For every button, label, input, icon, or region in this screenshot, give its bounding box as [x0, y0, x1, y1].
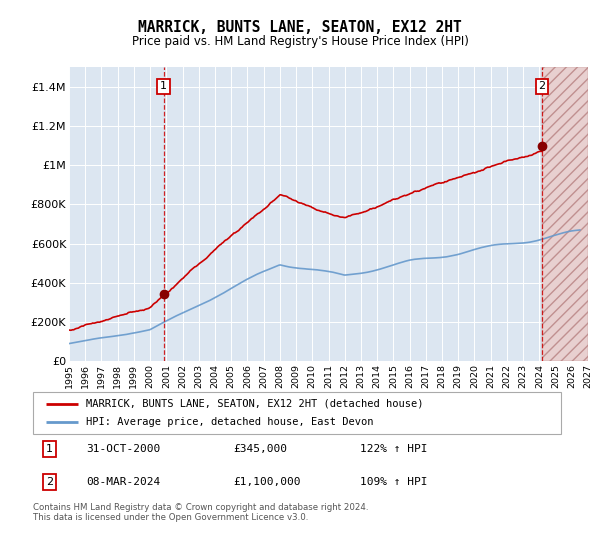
Text: 109% ↑ HPI: 109% ↑ HPI [361, 477, 428, 487]
Bar [542, 67, 588, 361]
Text: £345,000: £345,000 [233, 444, 287, 454]
Text: 31-OCT-2000: 31-OCT-2000 [86, 444, 160, 454]
Text: 1: 1 [160, 81, 167, 91]
Text: 08-MAR-2024: 08-MAR-2024 [86, 477, 160, 487]
Text: 2: 2 [539, 81, 545, 91]
Text: 2: 2 [46, 477, 53, 487]
Text: MARRICK, BUNTS LANE, SEATON, EX12 2HT: MARRICK, BUNTS LANE, SEATON, EX12 2HT [138, 20, 462, 35]
FancyBboxPatch shape [33, 392, 561, 434]
Text: Contains HM Land Registry data © Crown copyright and database right 2024.
This d: Contains HM Land Registry data © Crown c… [33, 503, 368, 522]
Text: 122% ↑ HPI: 122% ↑ HPI [361, 444, 428, 454]
Text: Price paid vs. HM Land Registry's House Price Index (HPI): Price paid vs. HM Land Registry's House … [131, 35, 469, 48]
Text: 1: 1 [46, 444, 53, 454]
Text: HPI: Average price, detached house, East Devon: HPI: Average price, detached house, East… [86, 417, 373, 427]
Text: MARRICK, BUNTS LANE, SEATON, EX12 2HT (detached house): MARRICK, BUNTS LANE, SEATON, EX12 2HT (d… [86, 399, 424, 409]
Text: £1,100,000: £1,100,000 [233, 477, 301, 487]
